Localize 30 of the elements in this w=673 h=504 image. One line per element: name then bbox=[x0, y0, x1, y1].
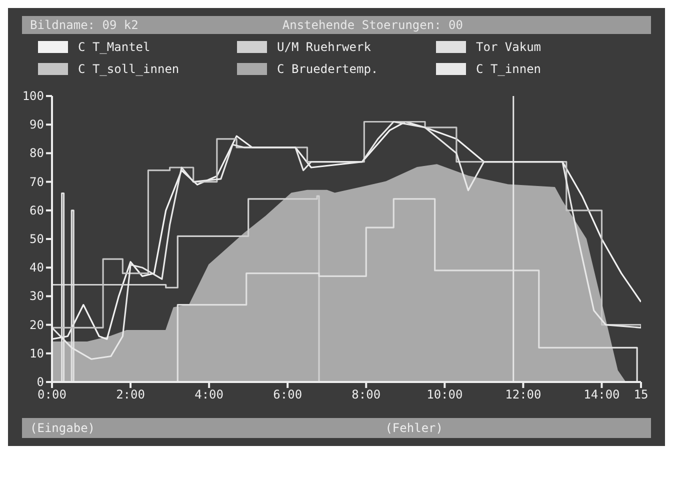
y-tick-label: 90 bbox=[30, 118, 44, 132]
y-tick-label: 20 bbox=[30, 318, 44, 332]
legend-label: C T_soll_innen bbox=[78, 62, 180, 76]
text: (Fehler) bbox=[385, 421, 443, 435]
y-tick-label: 50 bbox=[30, 232, 44, 246]
legend-label: Tor Vakum bbox=[476, 40, 542, 54]
legend-label: U/M Ruehrwerk bbox=[277, 40, 371, 54]
y-tick-label: 40 bbox=[30, 260, 44, 275]
text: (Eingabe) bbox=[30, 421, 96, 435]
y-tick-label: 60 bbox=[30, 203, 44, 218]
legend-label: C T_Mantel bbox=[78, 40, 150, 54]
chart-title: Bildname: 09 k2 bbox=[30, 18, 138, 32]
x-tick-label: 4:00 bbox=[194, 388, 224, 402]
x-tick-label: 14:00 bbox=[584, 388, 620, 402]
x-tick-label: 8:00 bbox=[352, 388, 381, 402]
y-tick-label: 70 bbox=[30, 174, 44, 189]
x-tick-label: 0:00 bbox=[38, 388, 66, 402]
x-tick-label: 10:00 bbox=[426, 388, 463, 402]
y-tick-label: 10 bbox=[30, 346, 44, 360]
x-tick-label: 15 bbox=[634, 388, 648, 402]
y-tick-label: 80 bbox=[30, 146, 44, 160]
chart-subtitle: Anstehende Stoerungen: 00 bbox=[282, 18, 463, 32]
x-tick-label: 6:00 bbox=[273, 388, 302, 402]
legend-label: C Bruedertemp. bbox=[277, 62, 378, 76]
x-tick-label: 2:00 bbox=[116, 388, 145, 402]
y-tick-label: 100 bbox=[22, 89, 44, 103]
legend-label: C T_innen bbox=[476, 62, 542, 76]
x-tick-label: 12:00 bbox=[505, 388, 542, 402]
y-tick-label: 30 bbox=[30, 289, 44, 304]
y-tick-label: 0 bbox=[36, 375, 44, 389]
